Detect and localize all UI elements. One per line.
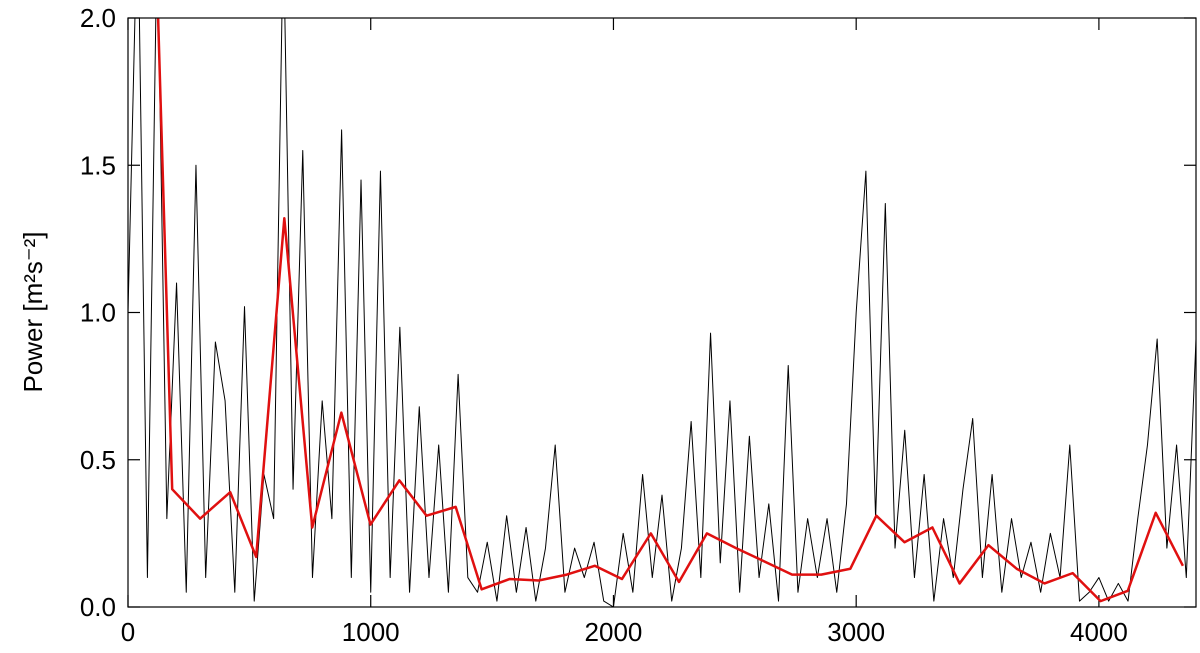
x-tick-label: 2000 [585, 617, 643, 647]
x-tick-label: 4000 [1070, 617, 1128, 647]
line-series [156, 18, 1185, 603]
y-tick-label: 1.5 [80, 150, 116, 180]
plot-frame [127, 17, 1197, 608]
plot-area [128, 18, 1196, 607]
x-tick-label: 1000 [342, 617, 400, 647]
y-axis-label: Power [m²s⁻²] [18, 231, 48, 392]
y-tick-label: 0.5 [80, 445, 116, 475]
x-tick-label: 0 [121, 617, 135, 647]
y-tick-label: 0.0 [80, 592, 116, 622]
y-tick-label: 1.0 [80, 298, 116, 328]
y-tick-label: 2.0 [80, 3, 116, 33]
line-series [128, 18, 1196, 607]
x-tick-label: 3000 [827, 617, 885, 647]
